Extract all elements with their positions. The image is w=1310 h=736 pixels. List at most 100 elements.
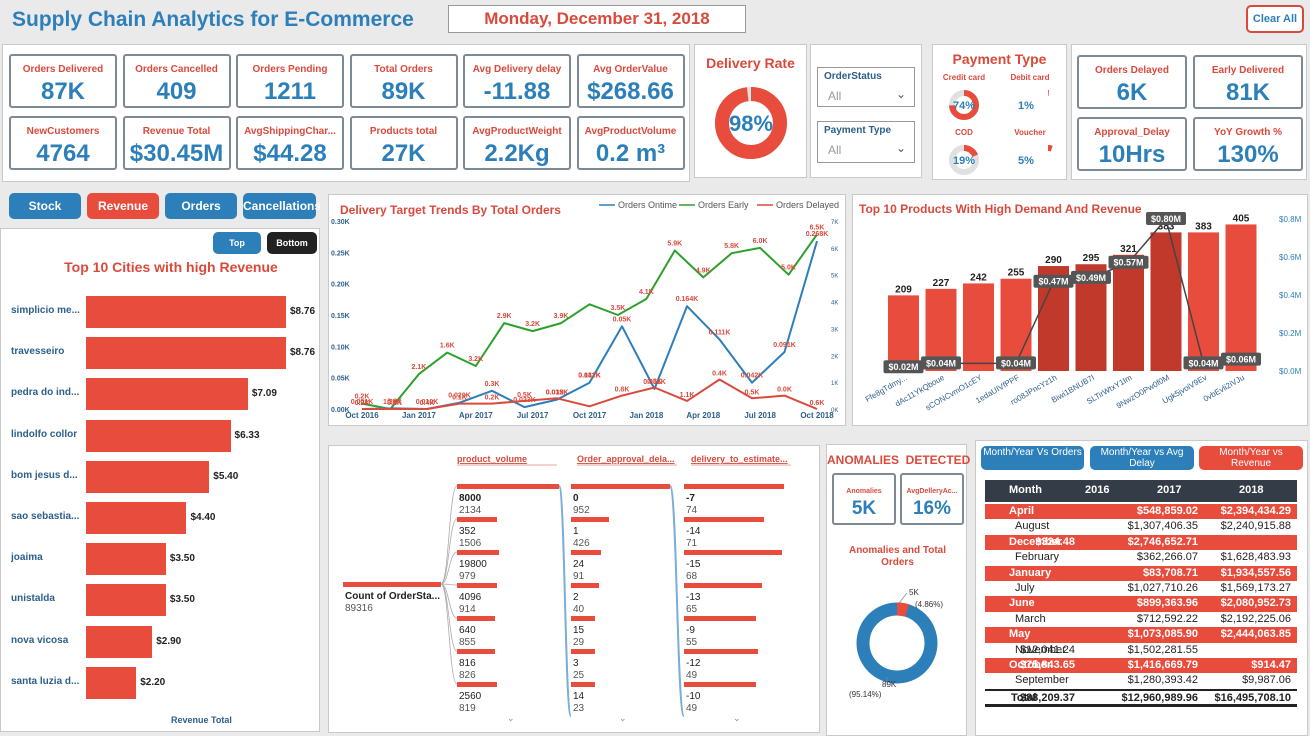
kpi-card: Avg Delivery delay -11.88: [463, 54, 571, 108]
payment-donut-arc: [949, 145, 979, 175]
nav-button-orders[interactable]: Orders: [165, 193, 237, 219]
kpi-card: Approval_Delay 10Hrs: [1077, 117, 1187, 171]
bottom-toggle-button[interactable]: Bottom: [267, 232, 317, 254]
decomp-node-value: 0: [573, 493, 579, 504]
bar-value-label: 383: [1195, 221, 1212, 232]
delivery-trends-chart: Orders Ontime Orders Early Orders Delayed 0…: [331, 200, 839, 420]
data-label: 0.1K: [452, 395, 467, 402]
anomalies-kpi-label: Anomalies: [846, 488, 882, 495]
payment-type-dropdown[interactable]: All ⌄: [822, 140, 912, 160]
y-left-tick: 0.00K: [331, 407, 350, 414]
payment-type-item: Voucher 5%: [1008, 128, 1068, 180]
decomp-node-value: 14: [573, 691, 585, 702]
payment-type-item-label: Voucher: [1014, 128, 1046, 137]
decomp-bar: [571, 484, 670, 489]
data-label: 0.0K: [387, 398, 402, 405]
table-row: May $1,073,085.90 $2,444,063.85: [985, 627, 1297, 643]
header-2016: 2016: [1085, 484, 1110, 496]
revenue-label-bg: [1183, 356, 1224, 370]
data-label: 3.5K: [611, 305, 626, 312]
tab-month-revenue[interactable]: Month/Year vs Revenue: [1199, 446, 1303, 470]
data-label: 0.6K: [810, 400, 825, 407]
revenue-label-bg: [883, 360, 924, 374]
y-right-tick: 5K: [831, 274, 838, 280]
avg-delivery-accuracy-value: 16%: [912, 498, 952, 519]
table-row: July $1,027,710.26 $1,569,173.27: [985, 581, 1297, 597]
cell-month: April: [1009, 505, 1035, 517]
data-label: 0.015K: [546, 390, 569, 397]
kpi-label: AvgProductWeight: [472, 126, 562, 137]
x-tick: 0vbEvli2iVJu: [1202, 373, 1246, 404]
decomp-node-value: -7: [686, 493, 695, 504]
kpi-card: Revenue Total $30.45M: [122, 116, 231, 170]
city-name: lindolfo collor: [11, 428, 78, 440]
anomalies-slice-small-label: 5K: [909, 588, 919, 597]
cell-2018: $2,240,915.88: [1220, 520, 1291, 533]
data-label: 0.164K: [676, 296, 699, 303]
payment-donut-value: 1%: [1018, 100, 1034, 112]
cell-month: February: [1015, 551, 1060, 564]
decomp-bar: [571, 583, 599, 588]
kpi-label: Early Delivered: [1211, 65, 1285, 76]
nav-button-revenue[interactable]: Revenue: [87, 193, 159, 219]
payment-donut-arc: [1033, 90, 1063, 120]
bar-value-label: 242: [970, 272, 987, 283]
decomp-node-count: 40: [573, 604, 585, 615]
decomp-bar: [457, 484, 559, 489]
kpi-card: Orders Pending 1211: [236, 54, 344, 108]
table-row: February $362,266.07 $1,628,483.93: [985, 550, 1297, 566]
city-bar: [86, 502, 187, 534]
order-status-dropdown[interactable]: All ⌄: [822, 86, 912, 106]
decomp-node-count: 23: [573, 703, 585, 714]
kpi-value: 81K: [1225, 79, 1271, 106]
kpi-card: Orders Delayed 6K: [1077, 55, 1187, 109]
cell-2018: $9,987.06: [1242, 674, 1291, 687]
kpi-label: AvgShippingChar...: [244, 126, 336, 137]
data-label: 0.010K: [416, 399, 439, 406]
cell-2017: $899,363.96: [1136, 597, 1198, 610]
y-right-tick: 3K: [831, 327, 838, 333]
data-label: 0.5K: [517, 392, 532, 399]
clear-all-button[interactable]: Clear All: [1246, 5, 1304, 33]
decomp-bar: [457, 517, 497, 522]
data-label: 0.0K: [777, 387, 792, 394]
decomp-node-value: 1: [573, 526, 579, 537]
decomp-connector: [440, 485, 458, 585]
decomp-node-count: 979: [459, 571, 476, 582]
decomp-node-count: 71: [686, 538, 698, 549]
nav-button-stock[interactable]: Stock: [9, 193, 81, 219]
tab-month-delay[interactable]: Month/Year vs Avg Delay: [1090, 446, 1194, 470]
tab-month-orders[interactable]: Month/Year Vs Orders: [981, 446, 1084, 470]
cell-2018: $2,080,952.73: [1220, 597, 1291, 610]
bar-value-label: 290: [1045, 255, 1062, 266]
revenue-label-bg: [1071, 270, 1111, 284]
decomp-node-count: 2134: [459, 505, 482, 516]
payment-type-item: Debit card 1%: [1008, 73, 1068, 125]
kpi-value: 409: [156, 78, 197, 105]
cell-month: September: [1015, 674, 1069, 687]
data-label: 0.4K: [420, 400, 435, 407]
city-value: $7.09: [251, 388, 277, 400]
bar-value-label: 255: [1008, 268, 1025, 279]
bar-value-label: 321: [1120, 244, 1137, 255]
kpi-value: 0.2 m³: [595, 140, 666, 167]
nav-button-cancellations[interactable]: Cancellations: [243, 193, 321, 219]
payment-type-item-label: Credit card: [942, 73, 986, 82]
cell-2018: $1,569,173.27: [1220, 582, 1291, 594]
decomp-bar: [684, 583, 762, 588]
order-status-label: OrderStatus: [824, 71, 882, 82]
revenue-label: $0.47M: [1038, 277, 1068, 287]
decomp-header: Order_approval_dela...: [577, 454, 675, 464]
cell-month: June: [1009, 597, 1035, 610]
decomp-node-count: 49: [686, 703, 698, 714]
data-label: 0.091K: [773, 342, 796, 349]
decomp-bar: [684, 616, 756, 621]
kpi-label: NewCustomers: [26, 126, 100, 137]
revenue-label-bg: [1033, 274, 1074, 288]
data-label: 0.2K: [355, 394, 370, 401]
cell-total-2018: $16,495,708.10: [1214, 691, 1291, 704]
city-bar: [86, 337, 286, 370]
top-toggle-button[interactable]: Top: [213, 232, 261, 254]
anomalies-slice-big-pct: (95.14%): [849, 690, 882, 699]
kpi-card: Early Delivered 81K: [1193, 55, 1303, 109]
